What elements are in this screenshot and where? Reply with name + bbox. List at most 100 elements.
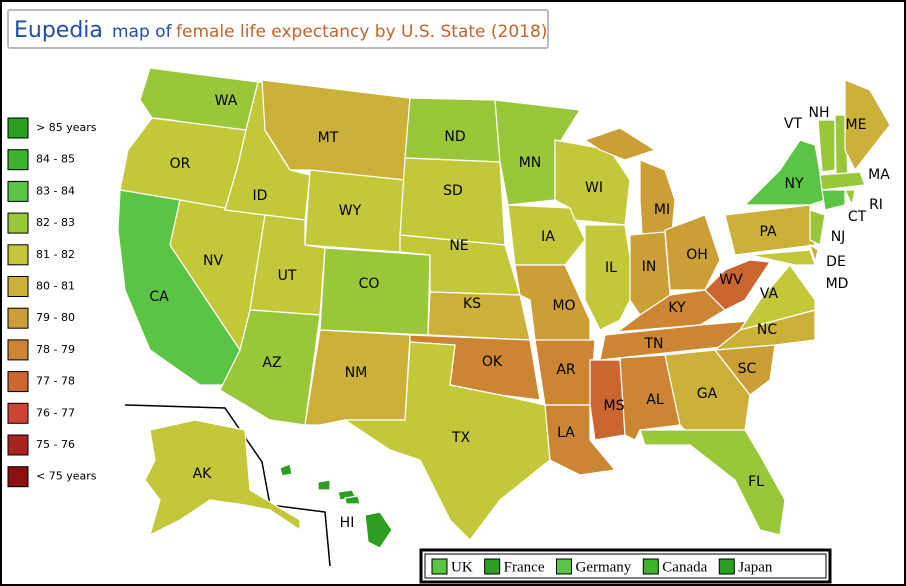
legend-label: 81 - 82: [36, 248, 75, 261]
state-label: AZ: [262, 355, 281, 371]
country-swatch: [555, 558, 572, 575]
title-box: [7, 9, 549, 49]
legend-swatch: [7, 117, 29, 139]
state-label: AK: [193, 466, 213, 482]
state: [844, 79, 891, 172]
state: [704, 259, 772, 311]
state-label: OH: [686, 247, 708, 263]
state: [583, 127, 657, 161]
state-label: VT: [784, 116, 803, 132]
legend-label: 77 - 78: [36, 375, 75, 388]
country-label: UK: [451, 559, 473, 575]
legend-label: 83 - 84: [36, 184, 75, 197]
state-label: NE: [449, 238, 468, 254]
state-label: WA: [215, 93, 238, 109]
country-label: Germany: [575, 559, 631, 575]
state: [364, 511, 393, 549]
state: [724, 204, 816, 256]
legend-label: 80 - 81: [36, 280, 75, 293]
state: [639, 429, 786, 536]
state-label: ID: [253, 188, 268, 204]
legend-swatch: [7, 180, 29, 202]
legend-label: 82 - 83: [36, 216, 75, 229]
state: [584, 224, 636, 331]
state: [809, 209, 826, 246]
brand: Eupedia: [14, 18, 103, 43]
state-label: LA: [557, 425, 575, 441]
legend-label: 78 - 79: [36, 343, 75, 356]
state-label: NC: [757, 322, 777, 338]
country-label: Japan: [738, 559, 773, 575]
state: [343, 341, 551, 541]
state-label: KS: [463, 296, 481, 312]
legend-label: 75 - 76: [36, 438, 75, 451]
state-label: AL: [646, 392, 664, 408]
legend-swatch: [7, 307, 29, 329]
state-label: MT: [318, 130, 339, 146]
state-label: DE: [826, 254, 846, 270]
legend-swatch: [7, 212, 29, 234]
state: [738, 264, 816, 331]
state: [749, 249, 816, 266]
state-label: OK: [482, 354, 503, 370]
state: [817, 119, 836, 173]
state-label: NM: [345, 365, 368, 381]
state: [819, 171, 866, 191]
legend-swatch: [7, 276, 29, 297]
state-label: UT: [278, 268, 297, 284]
country-label: Canada: [662, 559, 707, 575]
state-label: TN: [643, 336, 663, 352]
state-label: ME: [846, 117, 867, 133]
legend-swatch: [7, 149, 29, 171]
state-label: TX: [451, 430, 471, 446]
state: [844, 189, 856, 207]
state-label: VA: [760, 286, 779, 302]
legend-swatch: [7, 402, 29, 424]
state-label: RI: [869, 197, 883, 213]
state-label: MS: [604, 398, 625, 414]
country-swatch: [718, 558, 735, 575]
state-label: MO: [552, 298, 575, 314]
title-prefix: map of: [112, 22, 173, 42]
state: [144, 419, 301, 537]
country-box-inner: [424, 553, 827, 579]
state-label: AR: [556, 362, 576, 378]
country-swatch: [431, 558, 448, 575]
legend-label: 76 - 77: [36, 406, 75, 419]
state-label: ND: [444, 129, 465, 145]
state: [507, 204, 586, 266]
state-label: NY: [784, 176, 803, 192]
country-swatch: [484, 558, 501, 575]
state-label: GA: [697, 386, 718, 402]
state: [344, 495, 361, 505]
title: female life expectancy by U.S. State (20…: [176, 22, 547, 42]
state-label: NH: [809, 105, 830, 121]
state-label: CO: [359, 276, 380, 292]
legend-swatch: [7, 244, 29, 266]
country-legend: UK France Germany Canada Japan: [431, 558, 773, 575]
state-label: MI: [654, 202, 670, 218]
state: [743, 139, 826, 206]
state-label: WV: [719, 272, 743, 288]
state-label: NV: [203, 253, 223, 269]
state-label: PA: [759, 224, 777, 240]
state-label: CA: [149, 289, 169, 305]
legend-swatch: [7, 371, 29, 393]
state-label: NJ: [831, 229, 846, 245]
state: [219, 309, 321, 426]
country-label: France: [504, 559, 545, 575]
state-label: IL: [605, 260, 617, 276]
states: [117, 67, 891, 549]
legend-label: > 85 years: [36, 121, 97, 134]
state-label: MA: [868, 167, 890, 183]
state: [279, 463, 293, 477]
state: [589, 359, 626, 441]
state-label: OR: [170, 156, 191, 172]
legend: > 85 years 84 - 85 83 - 84 82 - 83 81 - 82 80…: [7, 117, 97, 488]
state-label: FL: [748, 474, 764, 490]
inset-divider: [124, 404, 331, 567]
legend-label: 79 - 80: [36, 311, 75, 324]
legend-label: 84 - 85: [36, 153, 75, 166]
legend-swatch: [7, 466, 29, 488]
